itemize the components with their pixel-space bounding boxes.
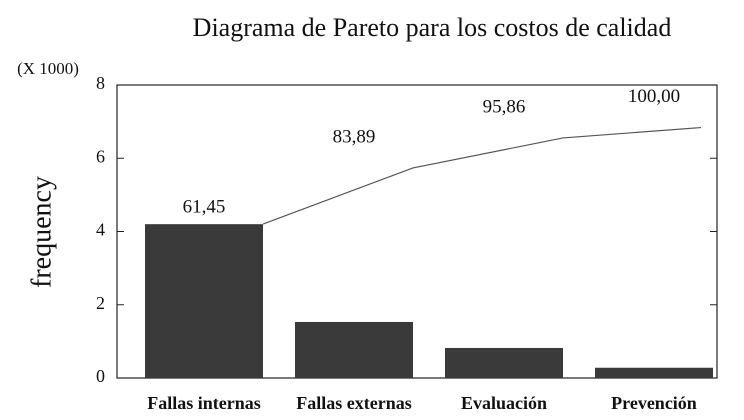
data-label: 95,86 xyxy=(483,96,526,117)
y-axis-label: frequency xyxy=(26,176,57,288)
x-tick-label: Evaluación xyxy=(461,393,547,413)
chart-title: Diagrama de Pareto para los costos de ca… xyxy=(193,13,672,42)
bar xyxy=(445,347,563,378)
data-label: 83,89 xyxy=(333,126,376,147)
x-tick-label: Prevención xyxy=(611,393,697,413)
bar xyxy=(595,367,713,378)
axis-multiplier: (X 1000) xyxy=(17,59,79,78)
y-tick-label: 6 xyxy=(96,146,105,166)
x-tick-label: Fallas externas xyxy=(296,393,411,413)
data-label: 100,00 xyxy=(628,86,680,107)
x-tick-label: Fallas internas xyxy=(147,393,261,413)
bar xyxy=(295,321,413,378)
bar xyxy=(145,224,263,378)
cumulative-line xyxy=(262,126,702,225)
y-tick-label: 8 xyxy=(96,73,105,93)
data-label: 61,45 xyxy=(183,196,226,217)
y-tick-label: 0 xyxy=(96,366,105,386)
y-tick-label: 4 xyxy=(96,220,105,240)
y-tick-label: 2 xyxy=(96,293,105,313)
